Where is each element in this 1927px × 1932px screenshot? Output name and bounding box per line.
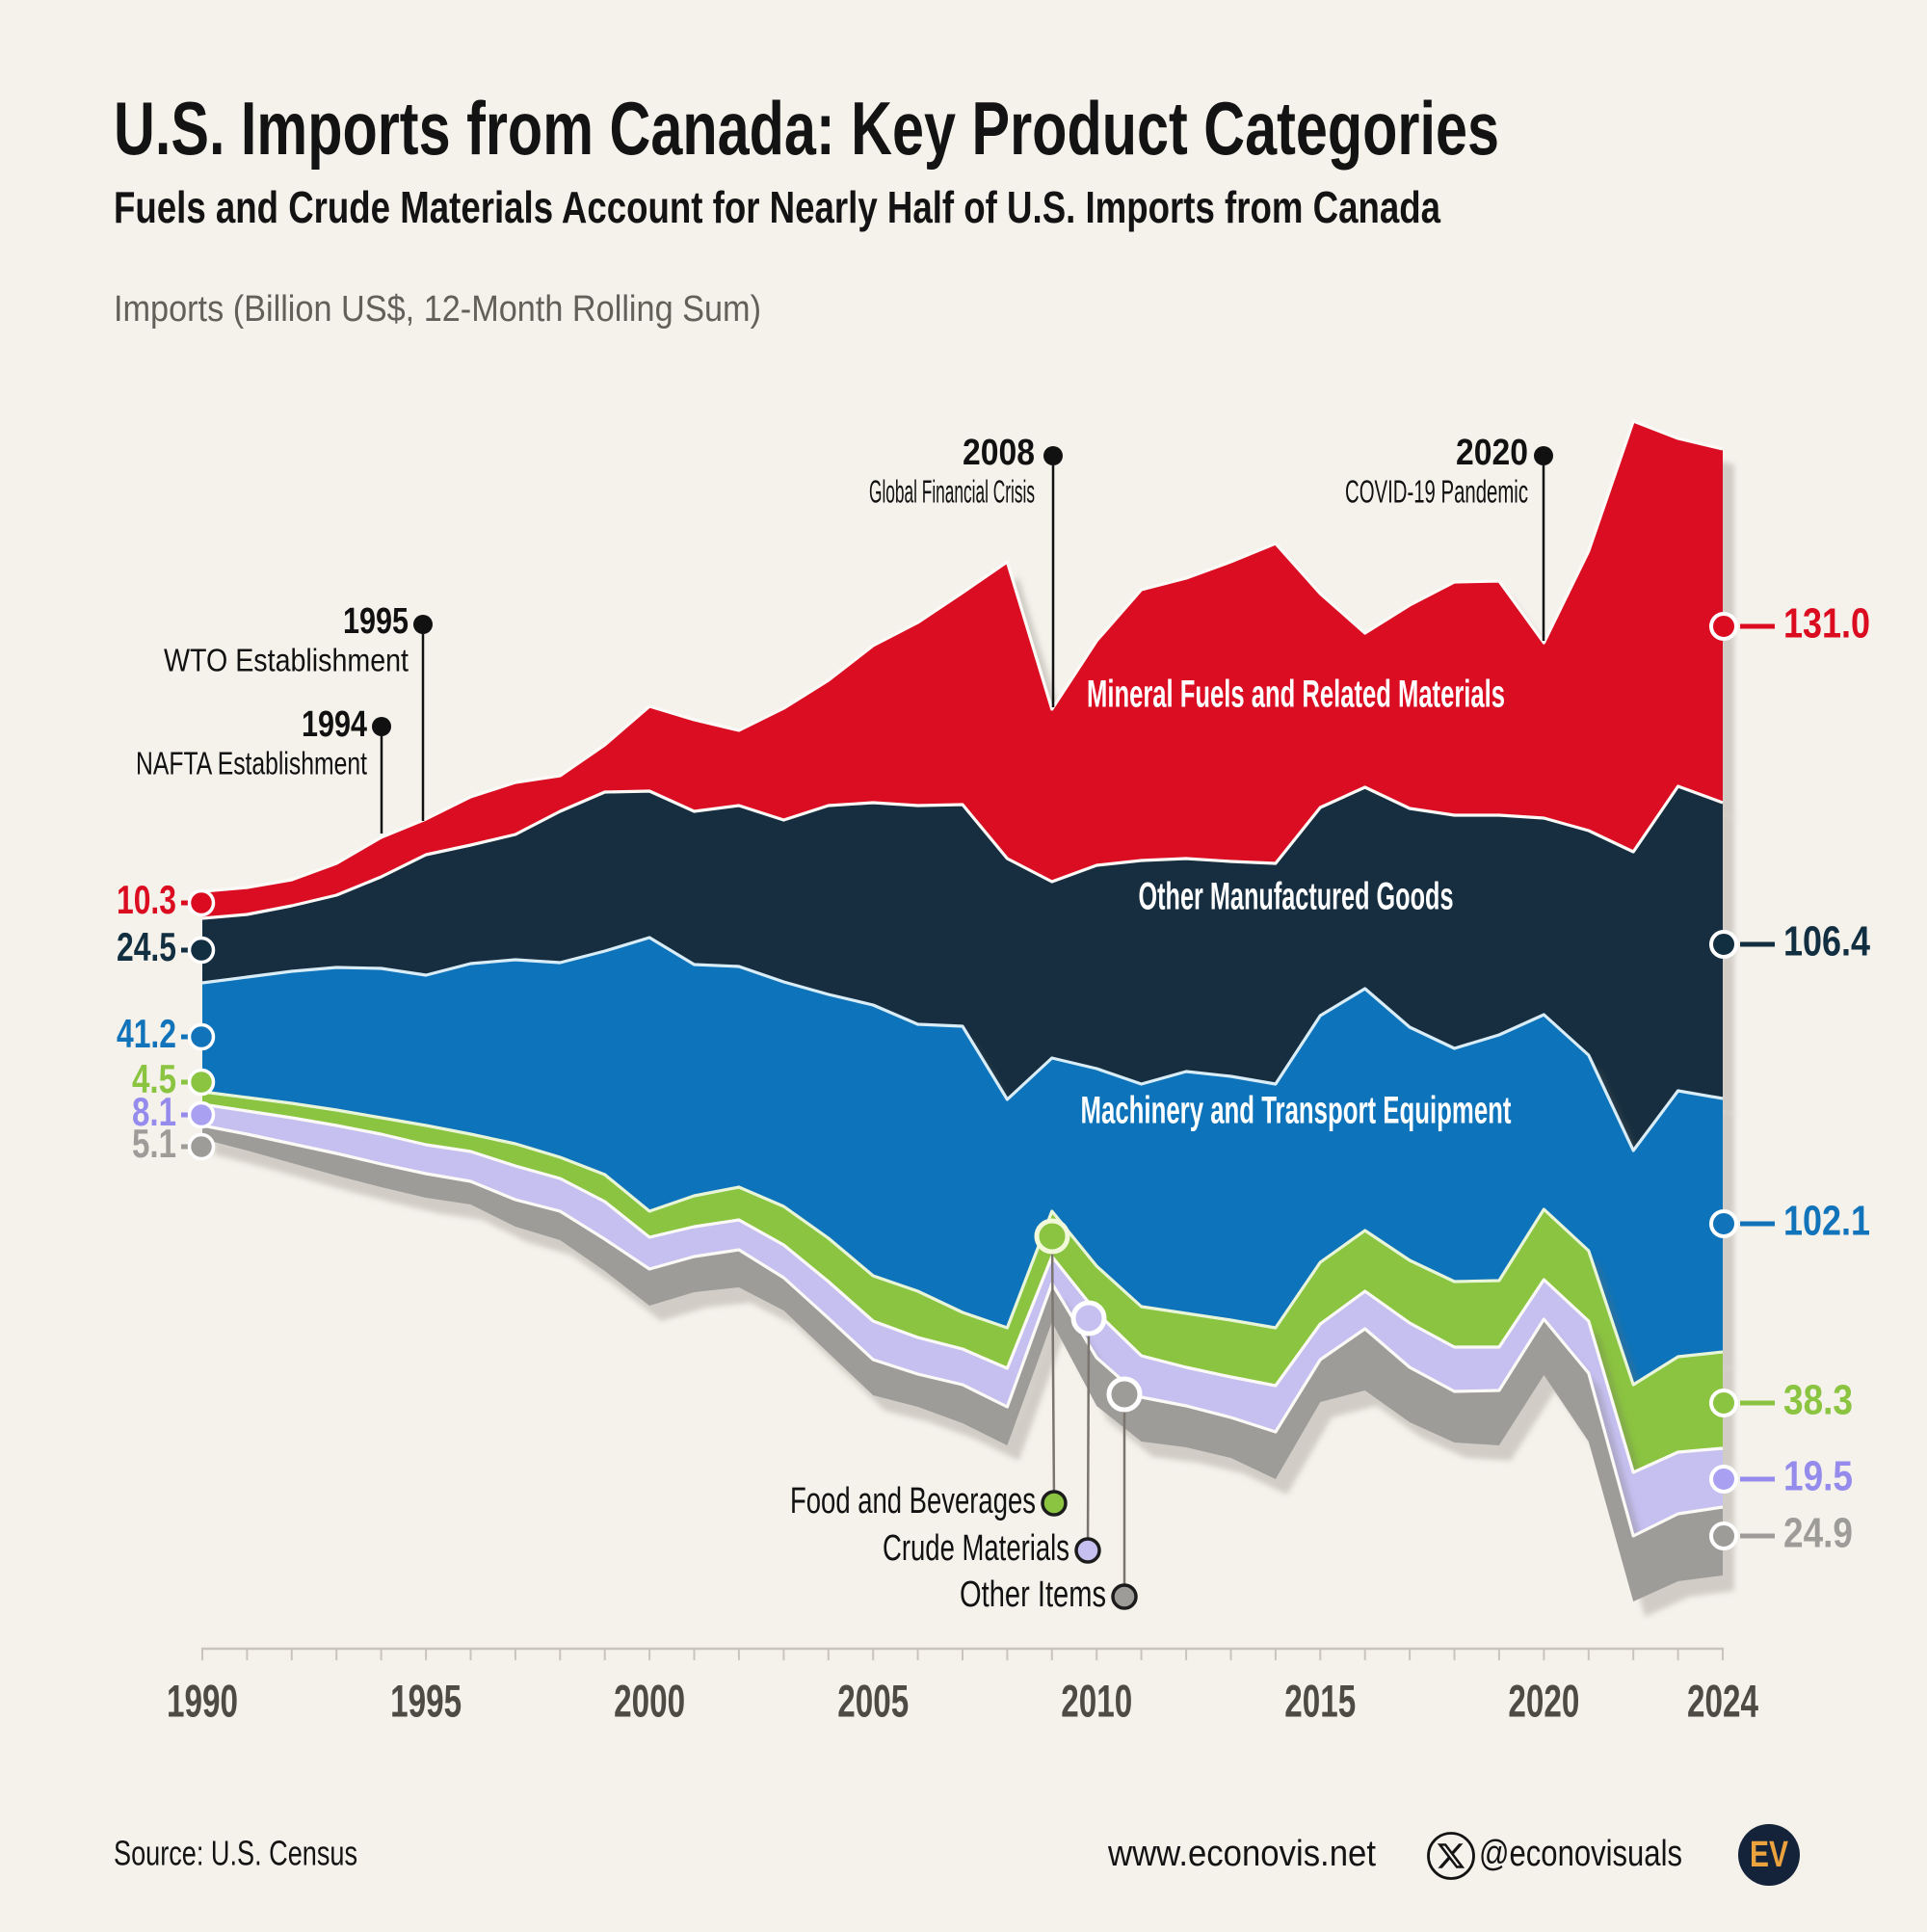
svg-text:Imports (Billion US$, 12-Month: Imports (Billion US$, 12-Month Rolling S… — [114, 289, 761, 330]
svg-text:1995: 1995 — [343, 601, 409, 642]
svg-text:24.5: 24.5 — [117, 924, 176, 969]
svg-text:2005: 2005 — [837, 1675, 909, 1726]
svg-text:2020: 2020 — [1508, 1675, 1579, 1726]
svg-text:Fuels and Crude Materials Acco: Fuels and Crude Materials Account for Ne… — [114, 182, 1440, 232]
svg-text:NAFTA Establishment: NAFTA Establishment — [136, 746, 367, 781]
svg-text:10.3: 10.3 — [117, 877, 176, 922]
svg-text:1995: 1995 — [390, 1675, 462, 1726]
svg-text:WTO Establishment: WTO Establishment — [164, 643, 409, 678]
svg-text:Source: U.S. Census: Source: U.S. Census — [114, 1834, 357, 1873]
svg-text:COVID-19 Pandemic: COVID-19 Pandemic — [1345, 474, 1528, 510]
svg-text:Crude Materials: Crude Materials — [883, 1528, 1069, 1569]
svg-text:1994: 1994 — [302, 704, 367, 745]
svg-text:2010: 2010 — [1061, 1675, 1132, 1726]
svg-text:2008: 2008 — [963, 433, 1035, 473]
svg-text:Other Manufactured Goods: Other Manufactured Goods — [1139, 876, 1454, 918]
svg-text:2020: 2020 — [1456, 433, 1528, 473]
svg-text:Mineral Fuels and Related Mate: Mineral Fuels and Related Materials — [1087, 674, 1505, 716]
svg-text:24.9: 24.9 — [1783, 1510, 1853, 1557]
svg-text:2015: 2015 — [1284, 1675, 1356, 1726]
svg-text:131.0: 131.0 — [1783, 600, 1870, 648]
svg-text:1990: 1990 — [167, 1675, 238, 1726]
svg-text:19.5: 19.5 — [1783, 1453, 1853, 1500]
svg-text:38.3: 38.3 — [1783, 1377, 1853, 1424]
svg-text:4.5: 4.5 — [132, 1056, 176, 1101]
svg-text:EV: EV — [1750, 1835, 1789, 1875]
svg-text:Food and Beverages: Food and Beverages — [790, 1481, 1036, 1522]
svg-text:106.4: 106.4 — [1783, 918, 1870, 966]
svg-text:Machinery and Transport Equip: Machinery and Transport Equipment — [1081, 1090, 1512, 1132]
svg-text:2024: 2024 — [1687, 1675, 1758, 1726]
svg-text:www.econovis.net: www.econovis.net — [1107, 1834, 1376, 1874]
svg-text:2000: 2000 — [614, 1675, 685, 1726]
svg-text:8.1: 8.1 — [132, 1089, 176, 1134]
svg-text:102.1: 102.1 — [1783, 1198, 1870, 1245]
svg-text:U.S. Imports from Canada: Key: U.S. Imports from Canada: Key Product Ca… — [114, 86, 1499, 171]
svg-text:41.2: 41.2 — [117, 1011, 176, 1056]
svg-text:5.1: 5.1 — [132, 1121, 176, 1166]
svg-text:@econovisuals: @econovisuals — [1479, 1834, 1682, 1874]
svg-text:Global Financial Crisis: Global Financial Crisis — [869, 474, 1035, 510]
svg-text:Other Items: Other Items — [960, 1575, 1106, 1615]
